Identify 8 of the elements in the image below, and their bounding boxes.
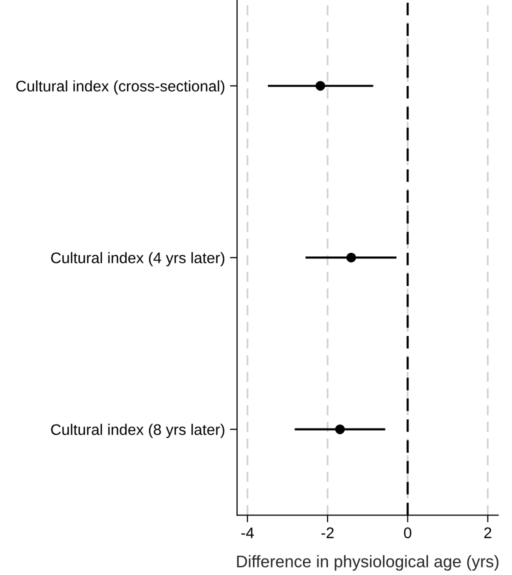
y-tick-label: Cultural index (cross-sectional) <box>16 80 224 95</box>
x-tick-label: -4 <box>241 528 254 538</box>
x-tick-label: 0 <box>404 527 412 538</box>
x-tick-label: 2 <box>484 527 492 538</box>
x-axis-title: Difference in physiological age (yrs) <box>237 555 498 571</box>
y-tick-label: Cultural index (8 yrs later) <box>51 424 224 438</box>
x-tick-label: -2 <box>321 527 334 538</box>
y-tick-label: Cultural index (4 yrs later) <box>51 252 224 266</box>
